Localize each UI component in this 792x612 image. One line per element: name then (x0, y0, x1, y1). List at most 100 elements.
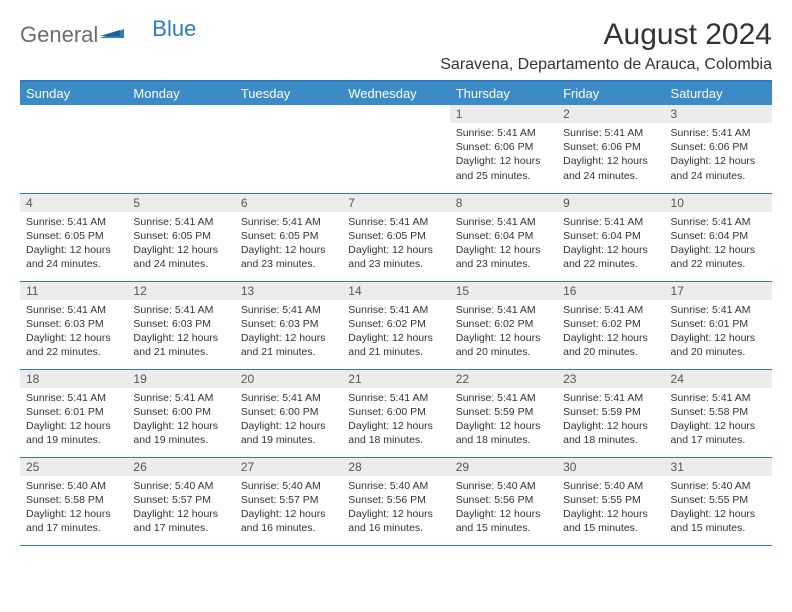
calendar-day-cell: 13Sunrise: 5:41 AMSunset: 6:03 PMDayligh… (235, 281, 342, 369)
day-number: 25 (20, 458, 127, 476)
calendar-day-cell: 29Sunrise: 5:40 AMSunset: 5:56 PMDayligh… (450, 457, 557, 545)
sunset-text: Sunset: 6:00 PM (348, 405, 443, 419)
sunrise-text: Sunrise: 5:41 AM (26, 303, 121, 317)
day-details: Sunrise: 5:41 AMSunset: 6:02 PMDaylight:… (342, 300, 449, 364)
sunset-text: Sunset: 6:05 PM (348, 229, 443, 243)
day-number: 6 (235, 194, 342, 212)
sunrise-text: Sunrise: 5:41 AM (348, 303, 443, 317)
weekday-header: Tuesday (235, 81, 342, 105)
sunrise-text: Sunrise: 5:41 AM (671, 126, 766, 140)
header-row: General Blue August 2024 Saravena, Depar… (20, 18, 772, 74)
daylight-text: Daylight: 12 hours and 15 minutes. (563, 507, 658, 535)
sunrise-text: Sunrise: 5:41 AM (563, 215, 658, 229)
day-number: 2 (557, 105, 664, 123)
calendar-day-cell: 15Sunrise: 5:41 AMSunset: 6:02 PMDayligh… (450, 281, 557, 369)
day-number: 31 (665, 458, 772, 476)
calendar-day-cell: 16Sunrise: 5:41 AMSunset: 6:02 PMDayligh… (557, 281, 664, 369)
day-number: 3 (665, 105, 772, 123)
calendar-week-row: 1Sunrise: 5:41 AMSunset: 6:06 PMDaylight… (20, 105, 772, 193)
weekday-header: Sunday (20, 81, 127, 105)
sunset-text: Sunset: 6:00 PM (133, 405, 228, 419)
sunrise-text: Sunrise: 5:41 AM (456, 126, 551, 140)
day-number: 17 (665, 282, 772, 300)
calendar-day-cell: 23Sunrise: 5:41 AMSunset: 5:59 PMDayligh… (557, 369, 664, 457)
day-number: 20 (235, 370, 342, 388)
sunrise-text: Sunrise: 5:40 AM (241, 479, 336, 493)
sunrise-text: Sunrise: 5:40 AM (348, 479, 443, 493)
sunset-text: Sunset: 6:00 PM (241, 405, 336, 419)
calendar-day-cell: 22Sunrise: 5:41 AMSunset: 5:59 PMDayligh… (450, 369, 557, 457)
calendar-day-cell: 12Sunrise: 5:41 AMSunset: 6:03 PMDayligh… (127, 281, 234, 369)
calendar-day-cell: 2Sunrise: 5:41 AMSunset: 6:06 PMDaylight… (557, 105, 664, 193)
day-details: Sunrise: 5:41 AMSunset: 6:05 PMDaylight:… (342, 212, 449, 276)
day-details: Sunrise: 5:40 AMSunset: 5:58 PMDaylight:… (20, 476, 127, 540)
day-details: Sunrise: 5:41 AMSunset: 6:04 PMDaylight:… (665, 212, 772, 276)
daylight-text: Daylight: 12 hours and 23 minutes. (348, 243, 443, 271)
location-text: Saravena, Departamento de Arauca, Colomb… (440, 56, 772, 74)
day-details: Sunrise: 5:41 AMSunset: 6:01 PMDaylight:… (665, 300, 772, 364)
calendar-day-cell (235, 105, 342, 193)
sunrise-text: Sunrise: 5:41 AM (671, 391, 766, 405)
sunset-text: Sunset: 6:03 PM (26, 317, 121, 331)
brand-blue: Blue (152, 16, 196, 42)
daylight-text: Daylight: 12 hours and 17 minutes. (133, 507, 228, 535)
sunrise-text: Sunrise: 5:41 AM (563, 126, 658, 140)
day-details: Sunrise: 5:41 AMSunset: 5:58 PMDaylight:… (665, 388, 772, 452)
day-number (342, 105, 449, 109)
day-number: 11 (20, 282, 127, 300)
sunset-text: Sunset: 6:01 PM (26, 405, 121, 419)
calendar-day-cell: 1Sunrise: 5:41 AMSunset: 6:06 PMDaylight… (450, 105, 557, 193)
daylight-text: Daylight: 12 hours and 24 minutes. (26, 243, 121, 271)
calendar-day-cell: 6Sunrise: 5:41 AMSunset: 6:05 PMDaylight… (235, 193, 342, 281)
day-details: Sunrise: 5:40 AMSunset: 5:56 PMDaylight:… (450, 476, 557, 540)
calendar-table: Sunday Monday Tuesday Wednesday Thursday… (20, 80, 772, 546)
weekday-header: Monday (127, 81, 234, 105)
daylight-text: Daylight: 12 hours and 24 minutes. (133, 243, 228, 271)
sunrise-text: Sunrise: 5:41 AM (26, 391, 121, 405)
calendar-day-cell: 25Sunrise: 5:40 AMSunset: 5:58 PMDayligh… (20, 457, 127, 545)
weekday-header: Thursday (450, 81, 557, 105)
calendar-day-cell: 26Sunrise: 5:40 AMSunset: 5:57 PMDayligh… (127, 457, 234, 545)
daylight-text: Daylight: 12 hours and 22 minutes. (26, 331, 121, 359)
sunset-text: Sunset: 5:59 PM (563, 405, 658, 419)
daylight-text: Daylight: 12 hours and 20 minutes. (456, 331, 551, 359)
calendar-day-cell: 9Sunrise: 5:41 AMSunset: 6:04 PMDaylight… (557, 193, 664, 281)
calendar-day-cell: 31Sunrise: 5:40 AMSunset: 5:55 PMDayligh… (665, 457, 772, 545)
day-number: 14 (342, 282, 449, 300)
day-number: 4 (20, 194, 127, 212)
day-number: 30 (557, 458, 664, 476)
weekday-header: Friday (557, 81, 664, 105)
day-number: 23 (557, 370, 664, 388)
sunset-text: Sunset: 6:05 PM (26, 229, 121, 243)
day-details: Sunrise: 5:41 AMSunset: 6:03 PMDaylight:… (127, 300, 234, 364)
daylight-text: Daylight: 12 hours and 21 minutes. (133, 331, 228, 359)
sunset-text: Sunset: 6:06 PM (671, 140, 766, 154)
daylight-text: Daylight: 12 hours and 18 minutes. (456, 419, 551, 447)
calendar-day-cell: 14Sunrise: 5:41 AMSunset: 6:02 PMDayligh… (342, 281, 449, 369)
calendar-day-cell: 30Sunrise: 5:40 AMSunset: 5:55 PMDayligh… (557, 457, 664, 545)
title-block: August 2024 Saravena, Departamento de Ar… (440, 18, 772, 74)
day-number: 18 (20, 370, 127, 388)
day-details: Sunrise: 5:41 AMSunset: 6:00 PMDaylight:… (127, 388, 234, 452)
day-number: 19 (127, 370, 234, 388)
sunrise-text: Sunrise: 5:41 AM (348, 215, 443, 229)
daylight-text: Daylight: 12 hours and 18 minutes. (348, 419, 443, 447)
daylight-text: Daylight: 12 hours and 22 minutes. (671, 243, 766, 271)
calendar-day-cell: 28Sunrise: 5:40 AMSunset: 5:56 PMDayligh… (342, 457, 449, 545)
daylight-text: Daylight: 12 hours and 15 minutes. (671, 507, 766, 535)
calendar-page: General Blue August 2024 Saravena, Depar… (0, 0, 792, 564)
day-details: Sunrise: 5:41 AMSunset: 6:05 PMDaylight:… (235, 212, 342, 276)
sunrise-text: Sunrise: 5:41 AM (456, 303, 551, 317)
sunset-text: Sunset: 5:58 PM (26, 493, 121, 507)
day-details: Sunrise: 5:41 AMSunset: 5:59 PMDaylight:… (557, 388, 664, 452)
flag-icon (100, 24, 124, 47)
day-number: 12 (127, 282, 234, 300)
sunset-text: Sunset: 6:02 PM (348, 317, 443, 331)
day-number: 24 (665, 370, 772, 388)
calendar-day-cell: 4Sunrise: 5:41 AMSunset: 6:05 PMDaylight… (20, 193, 127, 281)
daylight-text: Daylight: 12 hours and 19 minutes. (241, 419, 336, 447)
calendar-day-cell: 19Sunrise: 5:41 AMSunset: 6:00 PMDayligh… (127, 369, 234, 457)
calendar-day-cell: 3Sunrise: 5:41 AMSunset: 6:06 PMDaylight… (665, 105, 772, 193)
daylight-text: Daylight: 12 hours and 16 minutes. (348, 507, 443, 535)
day-details: Sunrise: 5:41 AMSunset: 6:03 PMDaylight:… (20, 300, 127, 364)
